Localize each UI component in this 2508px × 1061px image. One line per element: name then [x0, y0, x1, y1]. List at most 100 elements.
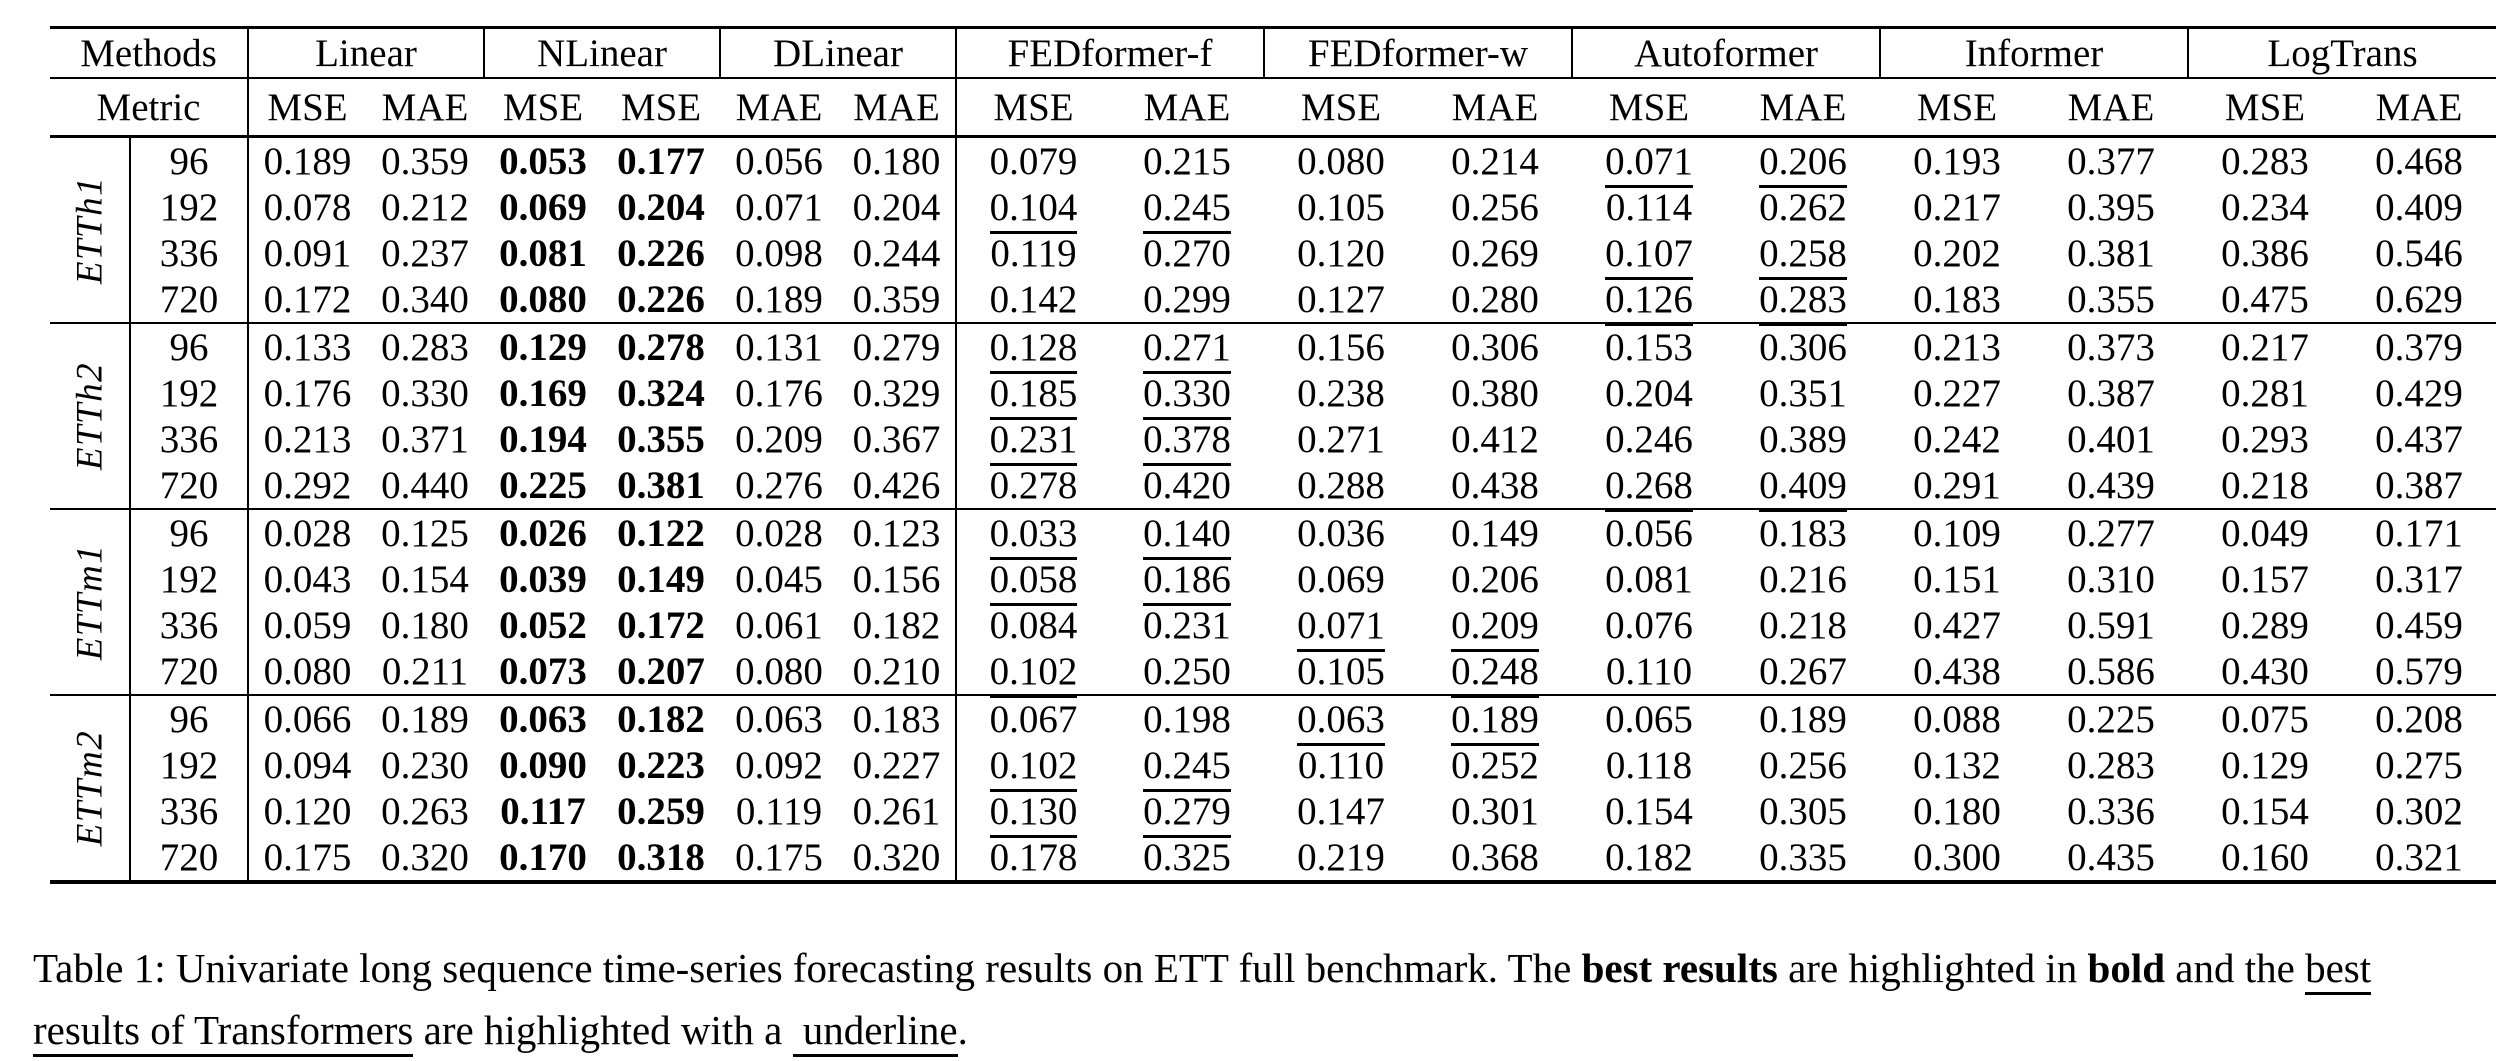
metric-value-cell: 0.071 — [1572, 137, 1726, 188]
table-row: ETTm2 96 0.066 0.189 0.063 0.182 0.063 0.183 0.0… — [50, 695, 2496, 884]
table-caption: Table 1: Univariate long sequence time-s… — [33, 938, 2485, 1061]
metric-value-cell: 0.080 — [484, 276, 602, 324]
metric-value-cell: 0.245 — [1110, 742, 1264, 792]
method-header-informer: Informer — [1879, 26, 2188, 79]
metric-value-cell: 0.252 — [1451, 743, 1539, 787]
metric-value-cell: 0.071 — [735, 185, 823, 229]
dataset-label-etth2: ETTh2 — [50, 323, 131, 510]
metric-value-cell: 0.387 — [2342, 462, 2496, 510]
metric-value-cell: 0.381 — [602, 462, 720, 510]
metric-header-cell: MAE — [366, 78, 484, 138]
metric-value-cell: 0.149 — [617, 557, 705, 601]
table-row: 336 0.120 0.263 0.117 0.259 0.119 0.261 0.130 0.… — [50, 788, 2496, 838]
dataset-label-ettm1: ETTm1 — [50, 509, 131, 696]
metric-value-cell: 0.151 — [1913, 557, 2001, 601]
metric-value-cell: 0.321 — [2342, 834, 2496, 884]
method-header-logtrans: LogTrans — [2187, 26, 2496, 79]
metric-value-cell: 0.063 — [1264, 695, 1418, 746]
metric-value-cell: 0.170 — [484, 834, 602, 884]
metric-value-cell: 0.267 — [1726, 648, 1880, 696]
horizon-cell: 336 — [130, 602, 249, 648]
horizon-cell: 192 — [130, 370, 249, 416]
metric-value-cell: 0.075 — [2221, 697, 2309, 741]
metric-value-cell: 0.028 — [263, 511, 352, 555]
metric-value-cell: 0.185 — [955, 370, 1110, 420]
metric-value-cell: 0.259 — [617, 789, 705, 833]
metric-value-cell: 0.246 — [1605, 417, 1693, 461]
metric-header-cell: MSE — [248, 78, 366, 138]
metric-value-cell: 0.045 — [735, 557, 823, 601]
metric-value-cell: 0.278 — [955, 462, 1110, 510]
metric-value-cell: 0.180 — [1913, 789, 2001, 833]
metric-header-cell: MSE — [955, 78, 1110, 138]
metric-value-cell: 0.306 — [1759, 325, 1847, 369]
metric-value-cell: 0.094 — [263, 743, 352, 787]
metric-value-cell: 0.293 — [2221, 417, 2309, 461]
metric-value-cell: 0.127 — [1264, 276, 1418, 324]
metric-value-cell: 0.071 — [1264, 602, 1418, 652]
metric-header-cell: MAE — [720, 78, 838, 138]
metric-value-cell: 0.216 — [1759, 557, 1847, 601]
metric-value-cell: 0.204 — [617, 185, 705, 229]
metric-value-cell: 0.281 — [2221, 371, 2309, 415]
metric-value-cell: 0.238 — [1297, 371, 1385, 415]
metric-value-cell: 0.283 — [2221, 139, 2309, 183]
metric-value-cell: 0.302 — [2375, 789, 2463, 833]
metric-value-cell: 0.098 — [735, 231, 823, 275]
metric-value-cell: 0.237 — [381, 231, 469, 275]
metric-value-cell: 0.299 — [1110, 276, 1264, 324]
metric-value-cell: 0.178 — [955, 834, 1110, 884]
metric-value-cell: 0.198 — [1143, 697, 1231, 741]
horizon-cell: 96 — [130, 695, 249, 742]
metric-value-cell: 0.114 — [1605, 185, 1693, 229]
metric-header-cell: MAE — [1726, 78, 1880, 138]
metric-value-cell: 0.175 — [720, 834, 838, 884]
metric-value-cell: 0.102 — [955, 648, 1110, 698]
metric-value-cell: 0.355 — [617, 417, 705, 461]
metric-value-cell: 0.183 — [1759, 511, 1847, 555]
metric-value-cell: 0.052 — [499, 603, 587, 647]
method-header-autoformer: Autoformer — [1571, 26, 1880, 79]
method-header-fedformer-f: FEDformer-f — [955, 26, 1264, 79]
caption-text: . — [957, 1006, 968, 1053]
metric-value-cell: 0.084 — [955, 602, 1110, 648]
metric-value-cell: 0.263 — [381, 789, 469, 833]
horizon-cell: 192 — [130, 184, 249, 230]
metric-value-cell: 0.160 — [2188, 834, 2342, 884]
metric-value-cell: 0.317 — [2375, 557, 2463, 601]
table-row: 192 0.078 0.212 0.069 0.204 0.071 0.204 0.104 0.… — [50, 184, 2496, 234]
metric-header-cell: MSE — [1880, 78, 2034, 138]
metric-value-cell: 0.359 — [838, 276, 956, 324]
caption-text: best results — [1581, 945, 1778, 991]
metric-value-cell: 0.069 — [1297, 557, 1385, 601]
metric-value-cell: 0.386 — [2221, 231, 2309, 275]
metric-value-cell: 0.318 — [602, 834, 720, 884]
metric-header-cell: MAE — [1110, 78, 1264, 138]
metric-value-cell: 0.215 — [1143, 139, 1231, 183]
metric-value-cell: 0.204 — [1605, 371, 1693, 415]
metric-value-cell: 0.305 — [1759, 789, 1847, 833]
metric-value-cell: 0.579 — [2342, 648, 2496, 696]
metric-value-cell: 0.546 — [2375, 231, 2463, 275]
metric-value-cell: 0.210 — [838, 648, 956, 696]
metric-value-cell: 0.120 — [263, 789, 352, 833]
metric-value-cell: 0.279 — [1110, 788, 1264, 838]
metric-value-cell: 0.091 — [263, 231, 352, 275]
horizon-cell: 720 — [130, 648, 249, 696]
metric-value-cell: 0.147 — [1297, 789, 1385, 833]
metric-value-cell: 0.412 — [1451, 417, 1539, 461]
metric-value-cell: 0.175 — [248, 834, 366, 884]
metric-value-cell: 0.277 — [2067, 511, 2155, 555]
metric-value-cell: 0.269 — [1451, 231, 1539, 275]
metric-value-cell: 0.378 — [1110, 416, 1264, 466]
metric-header-cell: MSE — [484, 78, 602, 138]
metric-value-cell: 0.336 — [2067, 789, 2155, 833]
metric-value-cell: 0.227 — [1913, 371, 2001, 415]
horizon-cell: 336 — [130, 788, 249, 834]
metric-value-cell: 0.359 — [381, 139, 469, 183]
table-row: 336 0.091 0.237 0.081 0.226 0.098 0.244 0.119 0.… — [50, 230, 2496, 280]
metric-value-cell: 0.157 — [2221, 557, 2309, 601]
metric-value-cell: 0.039 — [499, 557, 587, 601]
metric-value-cell: 0.180 — [381, 603, 469, 647]
metric-value-cell: 0.214 — [1451, 139, 1539, 183]
